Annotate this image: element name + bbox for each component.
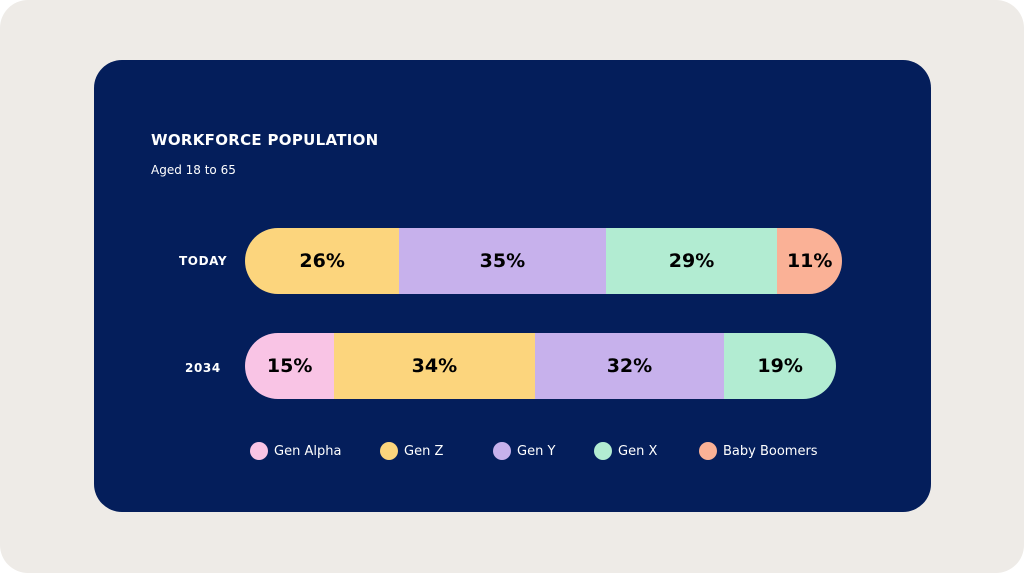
- legend-item-gen-alpha: Gen Alpha: [250, 439, 341, 463]
- legend-label: Baby Boomers: [723, 443, 818, 459]
- legend-item-gen-y: Gen Y: [493, 439, 555, 463]
- row-label-2034: 2034: [185, 361, 221, 375]
- legend-swatch: [380, 442, 398, 460]
- data-label: 32%: [606, 355, 653, 377]
- chart-legend: Gen Alpha Gen Z Gen Y Gen X Baby Boomers: [0, 439, 1024, 463]
- data-label: 26%: [299, 250, 345, 272]
- bar-2034: 15% 34% 32% 19%: [245, 333, 836, 399]
- legend-swatch: [250, 442, 268, 460]
- legend-swatch: [594, 442, 612, 460]
- row-label-today: TODAY: [179, 254, 228, 268]
- data-label: 34%: [411, 355, 458, 377]
- bar-segment-gen-y: 32%: [534, 333, 725, 399]
- legend-label: Gen Alpha: [274, 443, 342, 459]
- bar-segment-baby-boomers: 11%: [776, 228, 842, 294]
- data-label: 29%: [668, 250, 715, 272]
- data-label: 11%: [786, 250, 833, 272]
- legend-item-gen-x: Gen X: [594, 439, 657, 463]
- bar-segment-gen-x: 29%: [605, 228, 778, 294]
- chart-title: WORKFORCE POPULATION: [151, 131, 379, 149]
- legend-swatch: [699, 442, 717, 460]
- chart-subtitle: Aged 18 to 65: [151, 163, 236, 177]
- data-label: 35%: [479, 250, 526, 272]
- legend-label: Gen X: [618, 443, 658, 459]
- data-label: 15%: [266, 355, 313, 377]
- bar-segment-gen-z: 34%: [333, 333, 536, 399]
- bar-segment-gen-y: 35%: [398, 228, 607, 294]
- legend-item-gen-z: Gen Z: [380, 439, 443, 463]
- legend-swatch: [493, 442, 511, 460]
- legend-label: Gen Z: [404, 443, 444, 459]
- legend-item-baby-boomers: Baby Boomers: [699, 439, 818, 463]
- data-label: 19%: [757, 355, 803, 377]
- legend-label: Gen Y: [517, 443, 556, 459]
- bar-segment-gen-alpha: 15%: [245, 333, 335, 399]
- bar-today: 26% 35% 29% 11%: [245, 228, 842, 294]
- bar-segment-gen-x: 19%: [723, 333, 836, 399]
- bar-segment-gen-z: 26%: [245, 228, 400, 294]
